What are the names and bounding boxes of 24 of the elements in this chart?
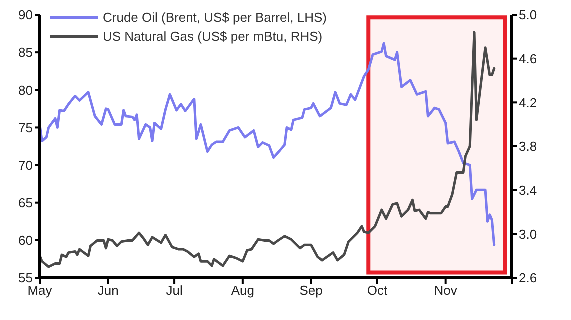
y-tick-label: 60 xyxy=(18,233,33,248)
y-tick-label: 70 xyxy=(18,158,33,173)
x-tick-label: Jun xyxy=(98,283,119,298)
y2-tick-label: 4.2 xyxy=(519,95,538,110)
y-tick-label: 75 xyxy=(18,120,33,136)
y-tick-label: 85 xyxy=(18,45,33,60)
y-tick-label: 90 xyxy=(18,8,33,23)
y-tick-label: 65 xyxy=(18,195,33,210)
x-tick-label: Jul xyxy=(166,283,183,298)
y2-tick-label: 5.0 xyxy=(519,8,538,23)
x-tick-label: Aug xyxy=(231,283,254,298)
y2-tick-label: 4.6 xyxy=(519,51,538,66)
y2-tick-label: 2.6 xyxy=(519,270,538,286)
x-tick-label: Sep xyxy=(300,283,323,298)
legend-label: US Natural Gas (US$ per mBtu, RHS) xyxy=(103,28,323,46)
x-tick-label: Nov xyxy=(434,283,458,298)
y-tick-label: 80 xyxy=(18,82,33,98)
y2-tick-label: 3.8 xyxy=(519,139,538,154)
y2-tick-label: 3.4 xyxy=(519,182,538,198)
x-tick-label: Oct xyxy=(367,283,388,298)
y2-tick-label: 3.0 xyxy=(519,226,538,242)
y-tick-label: 55 xyxy=(18,270,33,286)
x-tick-label: May xyxy=(28,283,53,298)
legend-label: Crude Oil (Brent, US$ per Barrel, LHS) xyxy=(103,9,327,27)
